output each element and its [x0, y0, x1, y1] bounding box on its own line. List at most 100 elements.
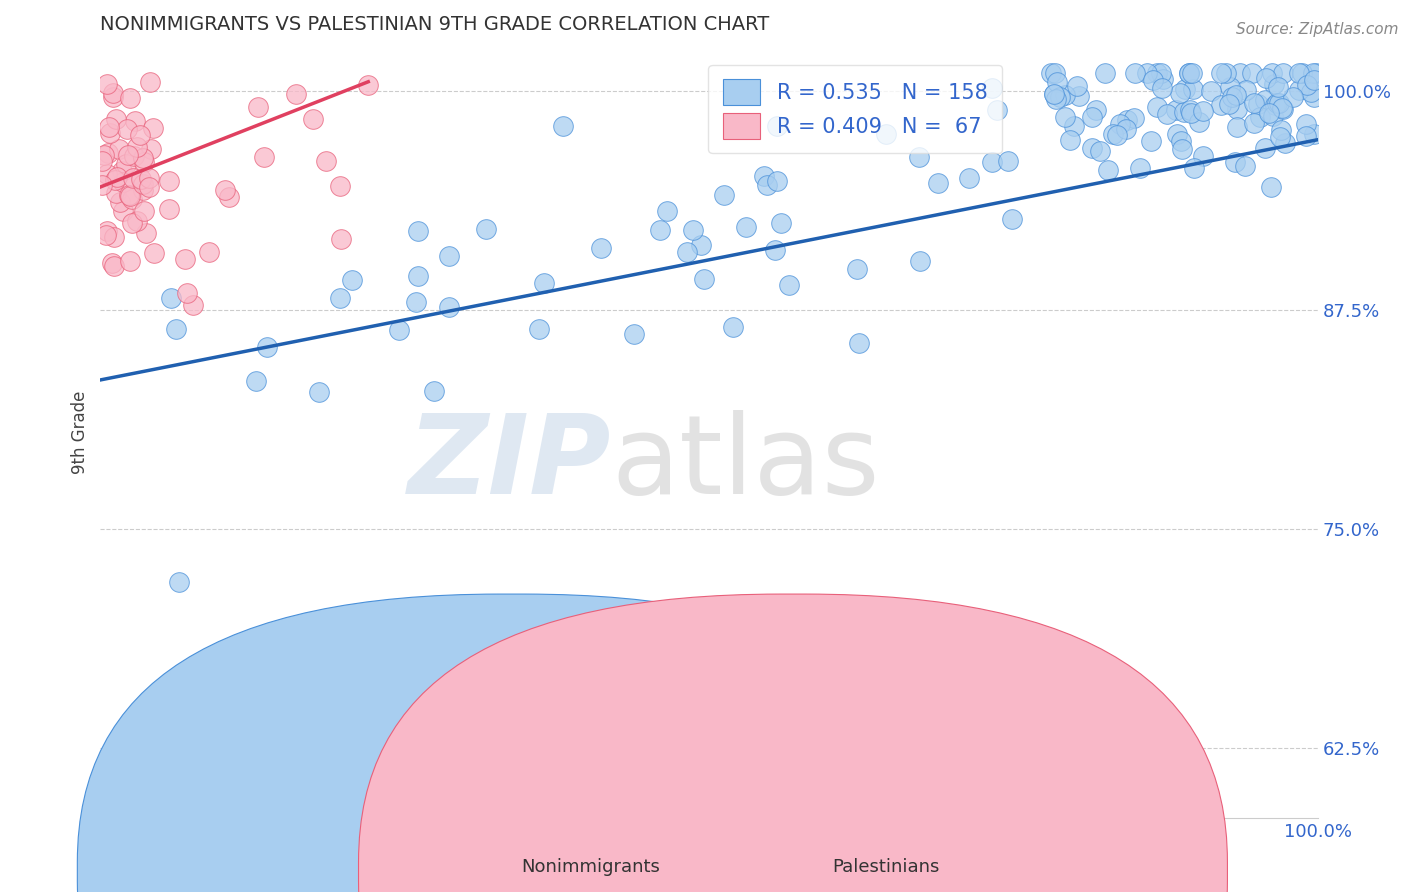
Point — [174, 252, 197, 267]
Point — [1174, 82, 1197, 96]
Legend: R = 0.535   N = 158, R = 0.409   N =  67: R = 0.535 N = 158, R = 0.409 N = 67 — [709, 65, 1002, 153]
Point — [1209, 98, 1232, 112]
Point — [1088, 145, 1111, 159]
Point — [755, 178, 778, 192]
Point — [1267, 79, 1289, 94]
Point — [1218, 96, 1240, 111]
Point — [101, 89, 124, 103]
Point — [1264, 97, 1286, 112]
Point — [1094, 66, 1116, 80]
Point — [763, 243, 786, 257]
Point — [1260, 179, 1282, 194]
Point — [1115, 121, 1137, 136]
Point — [139, 75, 162, 89]
Point — [848, 335, 870, 350]
Point — [1156, 106, 1178, 120]
Point — [308, 384, 330, 399]
Point — [1102, 128, 1125, 142]
Point — [1123, 111, 1146, 125]
Point — [1241, 66, 1264, 80]
Point — [1146, 100, 1168, 114]
Point — [1107, 128, 1129, 142]
Point — [125, 214, 148, 228]
Point — [1225, 155, 1247, 169]
Point — [388, 323, 411, 337]
Point — [1271, 101, 1294, 115]
Point — [1301, 85, 1323, 99]
Point — [423, 384, 446, 398]
Point — [1152, 81, 1174, 95]
Point — [98, 126, 121, 140]
Point — [1067, 89, 1090, 103]
Point — [1043, 87, 1066, 101]
Point — [1192, 149, 1215, 163]
Point — [1302, 66, 1324, 80]
Point — [253, 150, 276, 164]
Point — [1288, 66, 1310, 80]
Point — [876, 127, 898, 141]
Point — [138, 180, 160, 194]
Point — [980, 81, 1002, 95]
Point — [1182, 161, 1205, 175]
Point — [682, 222, 704, 236]
Point — [142, 246, 165, 260]
Point — [181, 298, 204, 312]
Point — [1097, 162, 1119, 177]
Point — [157, 173, 180, 187]
Point — [103, 259, 125, 273]
Text: atlas: atlas — [612, 410, 880, 517]
Point — [105, 112, 128, 126]
Point — [121, 192, 143, 206]
Point — [246, 100, 269, 114]
Point — [1123, 66, 1146, 80]
Point — [1166, 127, 1188, 141]
Point — [1254, 71, 1277, 86]
Point — [157, 202, 180, 216]
Point — [675, 244, 697, 259]
Point — [1046, 74, 1069, 88]
Point — [105, 169, 128, 184]
Point — [1272, 102, 1295, 116]
Point — [1261, 66, 1284, 80]
Point — [1243, 116, 1265, 130]
Point — [779, 277, 801, 292]
Point — [167, 574, 190, 589]
Point — [1040, 66, 1063, 80]
Text: ZIP: ZIP — [408, 410, 612, 517]
Point — [623, 326, 645, 341]
Point — [111, 164, 134, 178]
Point — [245, 374, 267, 388]
Point — [1168, 87, 1191, 101]
Point — [439, 300, 461, 314]
Point — [1152, 72, 1174, 87]
Point — [765, 119, 787, 133]
Point — [981, 155, 1004, 169]
Point — [302, 112, 325, 126]
Point — [1178, 103, 1201, 117]
Point — [533, 276, 555, 290]
Point — [713, 187, 735, 202]
Point — [1178, 66, 1201, 80]
Point — [97, 120, 120, 134]
Point — [1268, 95, 1291, 110]
Text: Source: ZipAtlas.com: Source: ZipAtlas.com — [1236, 22, 1399, 37]
Point — [1054, 110, 1077, 124]
Point — [159, 291, 181, 305]
Point — [1229, 66, 1251, 80]
Point — [405, 294, 427, 309]
Point — [93, 148, 115, 162]
Point — [120, 91, 142, 105]
Point — [1215, 66, 1237, 80]
Point — [908, 254, 931, 268]
Point — [1209, 66, 1232, 80]
Point — [1178, 66, 1201, 80]
Point — [235, 776, 257, 790]
Point — [734, 219, 756, 234]
Point — [770, 216, 793, 230]
Point — [1254, 141, 1277, 155]
Point — [692, 272, 714, 286]
Point — [1288, 83, 1310, 97]
Point — [1303, 127, 1326, 141]
Point — [96, 167, 118, 181]
Point — [1263, 77, 1285, 91]
